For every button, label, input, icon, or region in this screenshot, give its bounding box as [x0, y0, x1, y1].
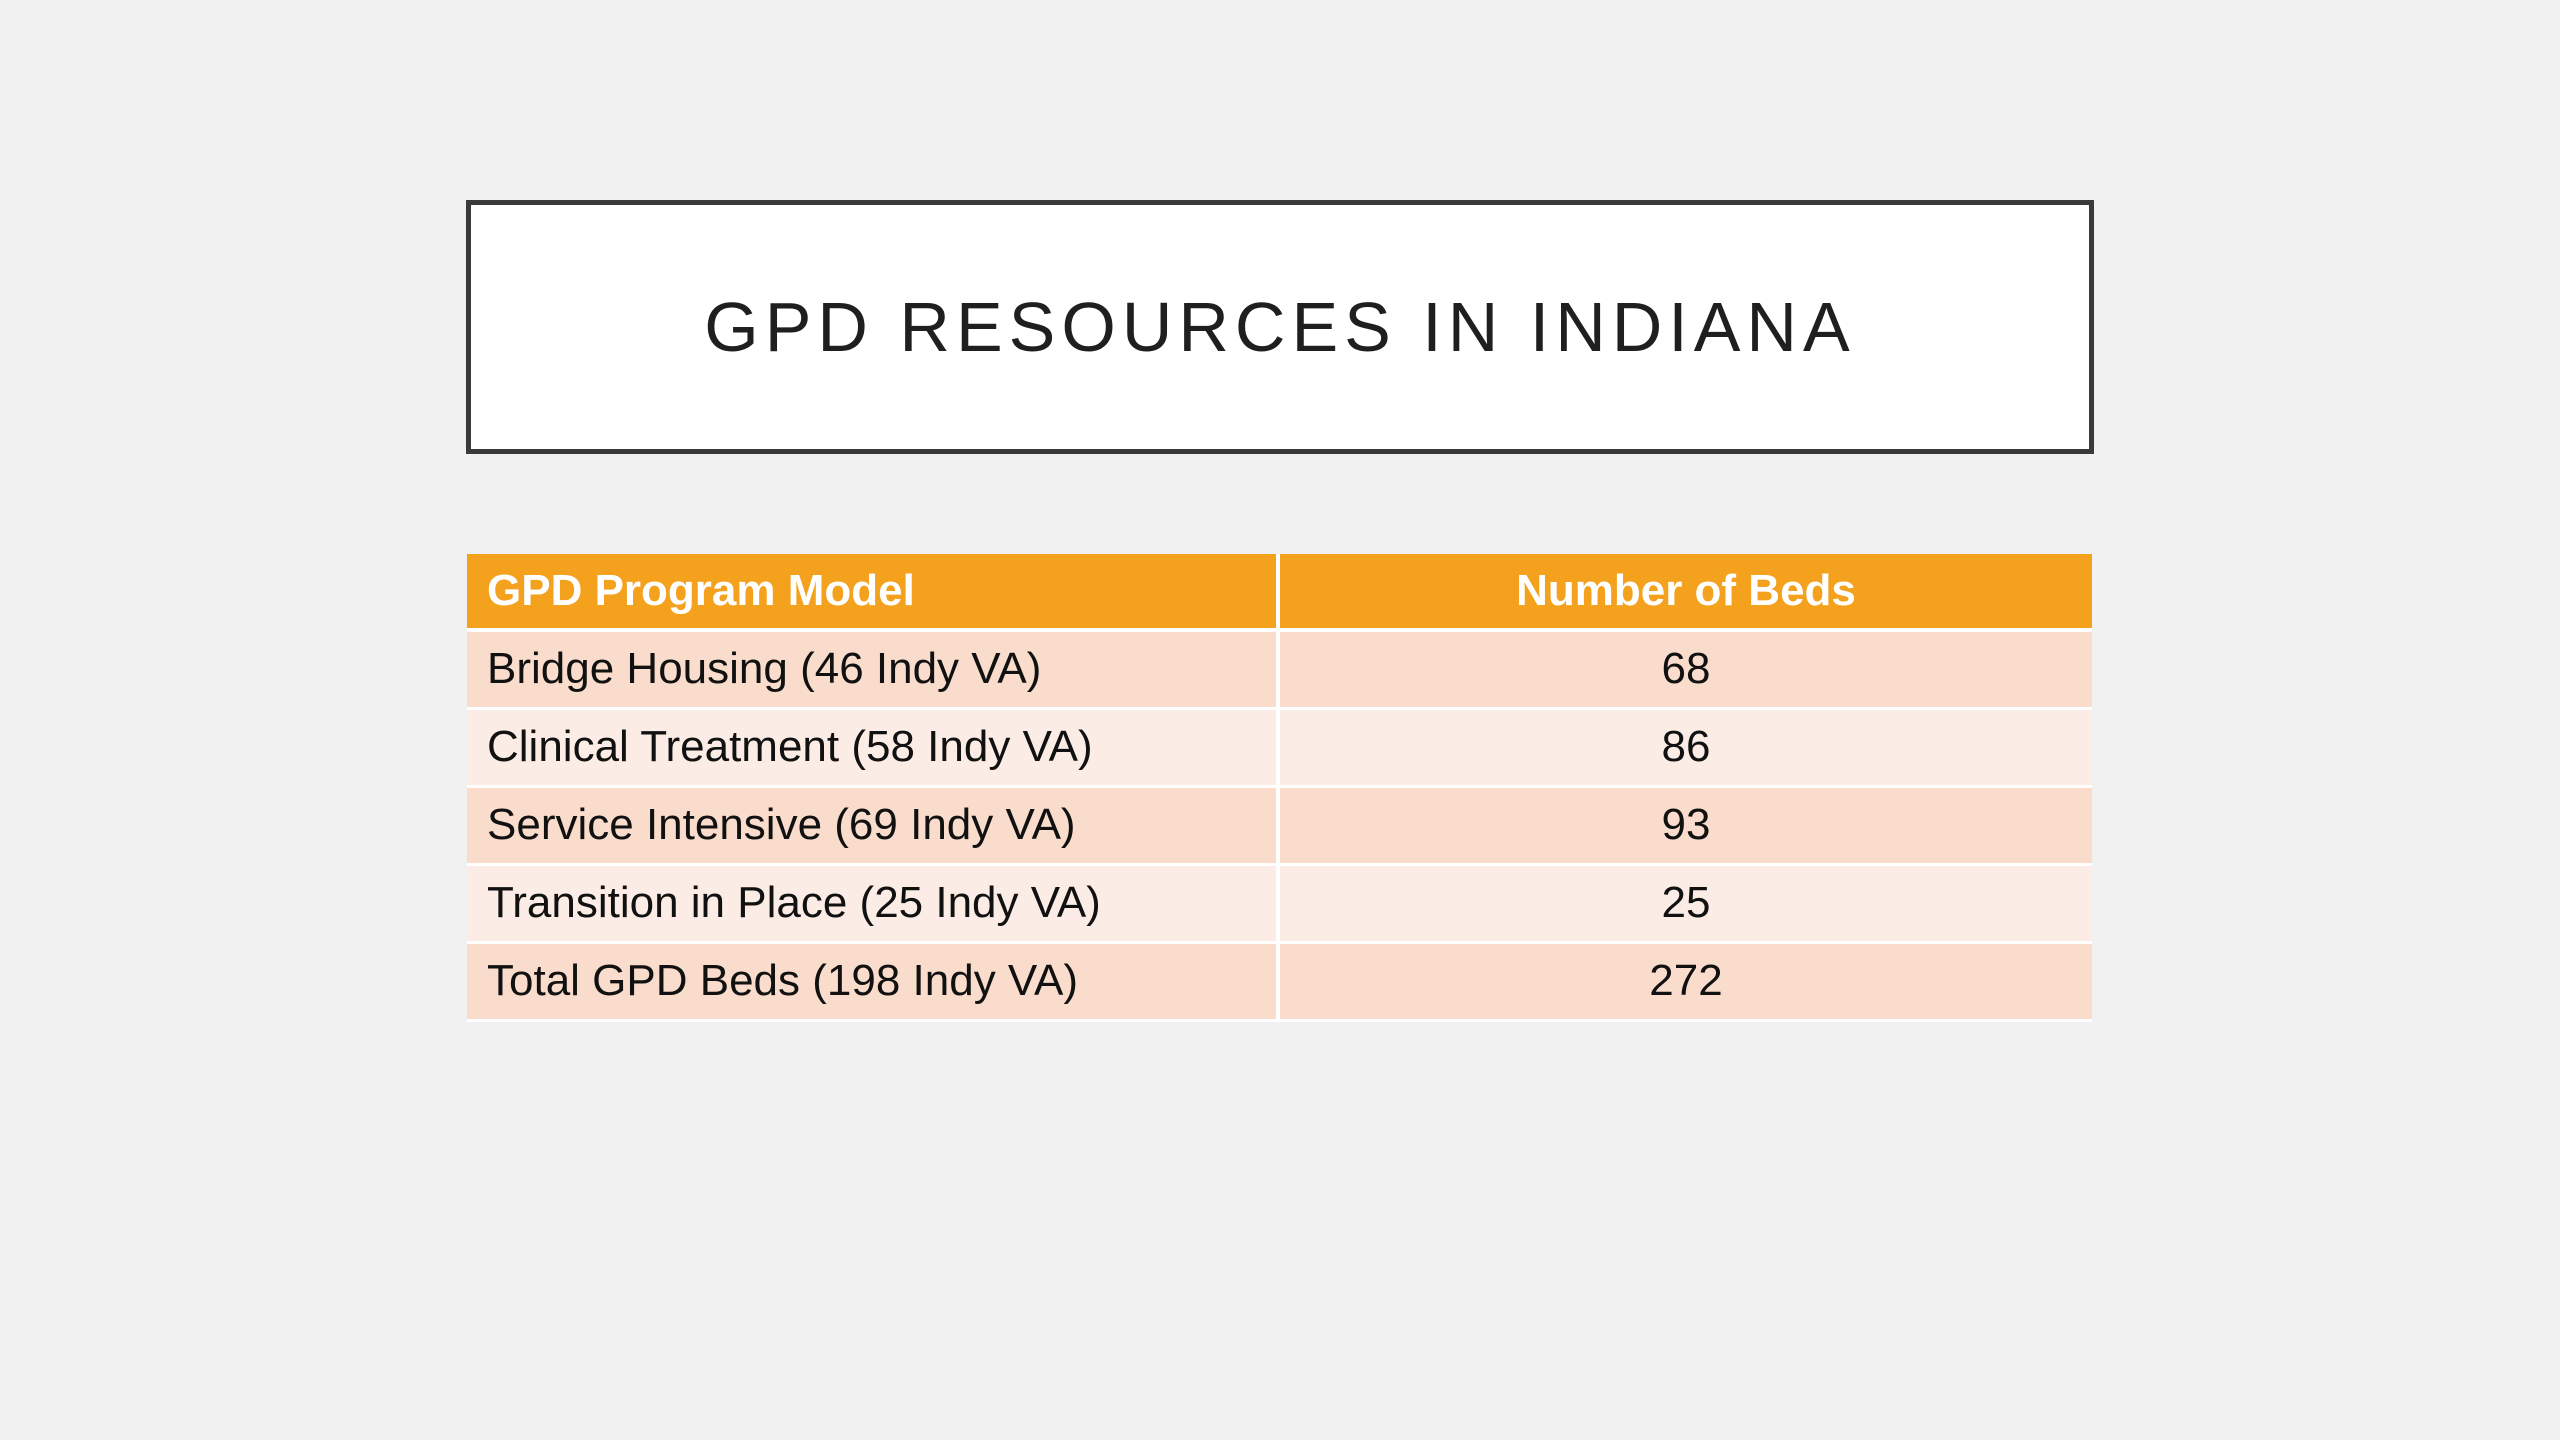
row-program-model: Total GPD Beds (198 Indy VA) — [467, 942, 1278, 1022]
row-program-model: Transition in Place (25 Indy VA) — [467, 864, 1278, 944]
table-header-row: GPD Program Model Number of Beds — [467, 554, 2092, 632]
row-number-of-beds: 68 — [1276, 630, 2092, 710]
row-program-model: Clinical Treatment (58 Indy VA) — [467, 708, 1278, 788]
slide-title: GPD RESOURCES IN INDIANA — [704, 288, 1856, 366]
table-row-total: Total GPD Beds (198 Indy VA) 272 — [467, 942, 2092, 1022]
row-number-of-beds: 272 — [1276, 942, 2092, 1022]
table-row: Bridge Housing (46 Indy VA) 68 — [467, 630, 2092, 710]
row-number-of-beds: 93 — [1276, 786, 2092, 866]
row-program-model: Service Intensive (69 Indy VA) — [467, 786, 1278, 866]
row-program-model: Bridge Housing (46 Indy VA) — [467, 630, 1278, 710]
beds-table: GPD Program Model Number of Beds Bridge … — [467, 554, 2092, 1022]
header-number-of-beds: Number of Beds — [1276, 554, 2092, 632]
header-program-model: GPD Program Model — [467, 554, 1278, 632]
row-number-of-beds: 86 — [1276, 708, 2092, 788]
title-box: GPD RESOURCES IN INDIANA — [466, 200, 2094, 454]
table-row: Transition in Place (25 Indy VA) 25 — [467, 864, 2092, 944]
table-row: Service Intensive (69 Indy VA) 93 — [467, 786, 2092, 866]
table-row: Clinical Treatment (58 Indy VA) 86 — [467, 708, 2092, 788]
row-number-of-beds: 25 — [1276, 864, 2092, 944]
